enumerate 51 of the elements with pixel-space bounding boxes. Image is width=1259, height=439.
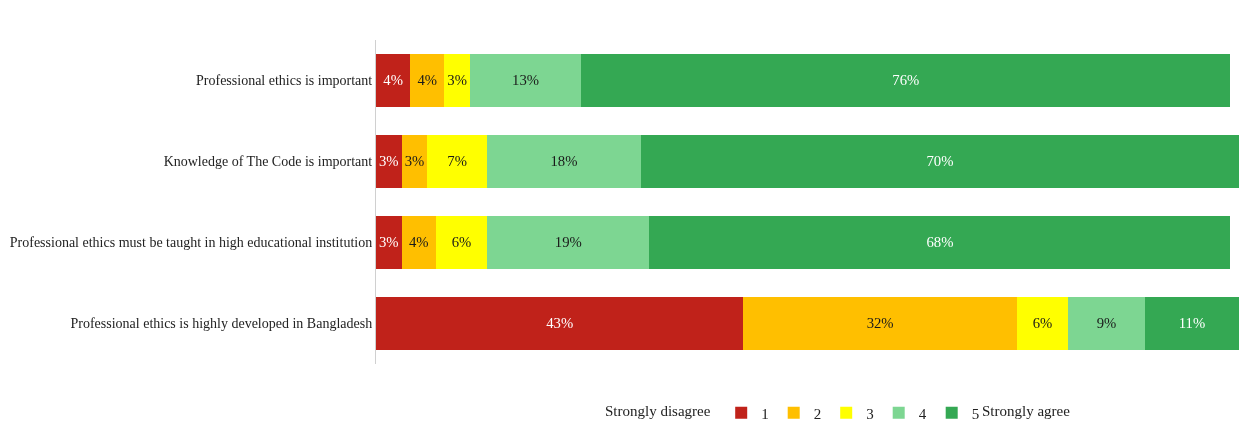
y-tick-label: Professional ethics must be taught in high educational institution bbox=[9, 235, 373, 251]
bar bbox=[640, 135, 1239, 188]
data-label: 4% bbox=[417, 72, 438, 89]
bar bbox=[743, 297, 1017, 350]
bar bbox=[401, 216, 436, 269]
bar bbox=[376, 54, 411, 107]
bar bbox=[1145, 297, 1239, 350]
bar bbox=[649, 216, 1231, 269]
bar bbox=[410, 54, 445, 107]
text: Strongly agree bbox=[982, 403, 1071, 419]
legend-label: 2 bbox=[813, 405, 822, 422]
legend-label: 4 bbox=[918, 405, 927, 422]
data-label: 70% bbox=[926, 153, 954, 170]
data-label: 3% bbox=[404, 153, 425, 170]
bar bbox=[581, 54, 1231, 107]
data-label: 32% bbox=[866, 315, 894, 332]
y-tick-label: Professional ethics is highly developed in Bangladesh bbox=[70, 316, 373, 332]
data-label: 4% bbox=[383, 72, 403, 89]
data-label: 11% bbox=[1178, 315, 1206, 332]
data-label: 76% bbox=[892, 72, 920, 89]
y-tick-label: Knowledge of The Code is important bbox=[163, 154, 373, 170]
data-label: 3% bbox=[379, 234, 399, 251]
bar bbox=[376, 135, 402, 188]
bar bbox=[1068, 297, 1146, 350]
y-tick-label: Professional ethics is important bbox=[196, 73, 373, 89]
data-label: 43% bbox=[546, 315, 574, 332]
data-label: 4% bbox=[408, 234, 429, 251]
bar bbox=[435, 216, 488, 269]
bar bbox=[469, 54, 582, 107]
legend-label: 1 bbox=[761, 405, 769, 422]
bar bbox=[376, 216, 402, 269]
data-label: 9% bbox=[1096, 315, 1117, 332]
data-label: 68% bbox=[926, 234, 954, 251]
data-label: 6% bbox=[1032, 315, 1053, 332]
data-label: 3% bbox=[447, 72, 467, 89]
legend-label: 5 bbox=[971, 405, 980, 422]
bar bbox=[487, 135, 641, 188]
data-label: 18% bbox=[550, 153, 578, 170]
data-label: 13% bbox=[512, 72, 540, 89]
data-label: 3% bbox=[379, 153, 399, 170]
data-label: 7% bbox=[447, 153, 467, 170]
bar bbox=[444, 54, 470, 107]
bar bbox=[487, 216, 650, 269]
data-label: 19% bbox=[554, 234, 582, 251]
data-label: 6% bbox=[451, 234, 472, 251]
bar bbox=[376, 297, 744, 350]
bar bbox=[427, 135, 488, 188]
legend-label: 3 bbox=[866, 405, 874, 422]
bar bbox=[1016, 297, 1069, 350]
text: Strongly disagree bbox=[605, 403, 711, 419]
bar bbox=[401, 135, 428, 188]
